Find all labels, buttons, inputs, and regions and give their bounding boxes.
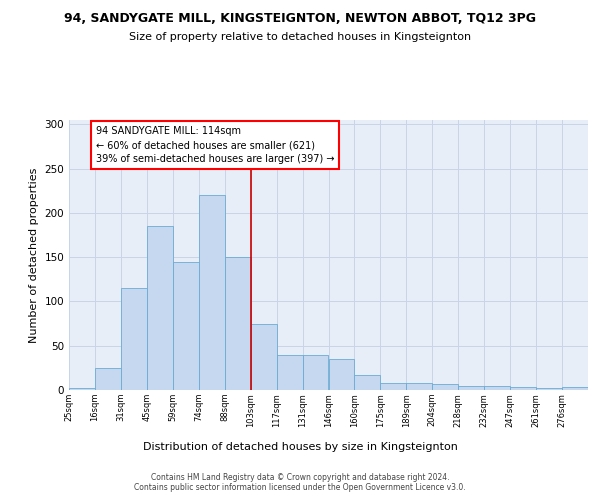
- Bar: [69, 388, 95, 390]
- Text: Distribution of detached houses by size in Kingsteignton: Distribution of detached houses by size …: [143, 442, 457, 452]
- Bar: [510, 388, 536, 390]
- Bar: [355, 375, 380, 390]
- Bar: [329, 359, 355, 390]
- Bar: [562, 388, 588, 390]
- Text: 94, SANDYGATE MILL, KINGSTEIGNTON, NEWTON ABBOT, TQ12 3PG: 94, SANDYGATE MILL, KINGSTEIGNTON, NEWTO…: [64, 12, 536, 26]
- Bar: [95, 368, 121, 390]
- Bar: [277, 354, 302, 390]
- Bar: [302, 354, 329, 390]
- Bar: [406, 383, 432, 390]
- Bar: [224, 257, 251, 390]
- Text: Size of property relative to detached houses in Kingsteignton: Size of property relative to detached ho…: [129, 32, 471, 42]
- Bar: [380, 383, 406, 390]
- Bar: [199, 195, 224, 390]
- Bar: [173, 262, 199, 390]
- Y-axis label: Number of detached properties: Number of detached properties: [29, 168, 39, 342]
- Bar: [458, 386, 484, 390]
- Bar: [432, 384, 458, 390]
- Bar: [147, 226, 173, 390]
- Text: Contains HM Land Registry data © Crown copyright and database right 2024.
Contai: Contains HM Land Registry data © Crown c…: [134, 472, 466, 492]
- Bar: [251, 324, 277, 390]
- Bar: [121, 288, 147, 390]
- Bar: [484, 386, 510, 390]
- Text: 94 SANDYGATE MILL: 114sqm
← 60% of detached houses are smaller (621)
39% of semi: 94 SANDYGATE MILL: 114sqm ← 60% of detac…: [96, 126, 334, 164]
- Bar: [536, 388, 562, 390]
